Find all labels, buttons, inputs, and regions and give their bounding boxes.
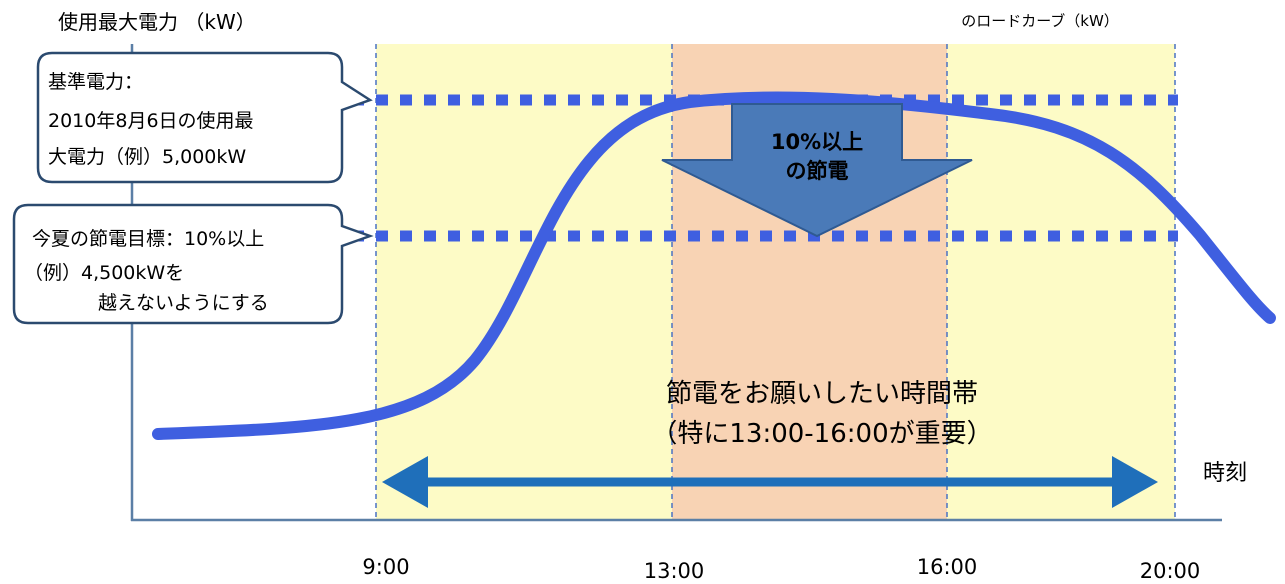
time-range-arrow xyxy=(382,456,1158,508)
target-callout-line-3: 越えないようにする xyxy=(98,292,269,314)
baseline-callout-line-2: 2010年8月6日の使用最 xyxy=(48,110,254,132)
band-borders xyxy=(375,44,1176,520)
time-tick-13: 13:00 xyxy=(644,559,705,583)
time-tick-9: 9:00 xyxy=(362,555,409,579)
saving-arrow-line-1: 10%以上 xyxy=(771,130,863,154)
time-tick-16: 16:00 xyxy=(917,555,978,579)
load-curve xyxy=(152,91,1276,440)
time-band-subtitle: （特に13:00-16:00が重要） xyxy=(651,419,992,449)
target-callout-line-1: 今夏の節電目標：10%以上 xyxy=(32,228,264,250)
target-callout-line-2: （例）4,500kWを xyxy=(24,262,184,284)
curve-label-bottom: のロードカーブ（kW） xyxy=(961,12,1119,30)
target-callout xyxy=(12,203,374,325)
baseline-callout-line-3: 大電力（例）5,000kW xyxy=(48,146,246,168)
time-tick-20: 20:00 xyxy=(1140,559,1201,583)
saving-arrow xyxy=(661,103,973,238)
x-axis-label: 時刻 xyxy=(1203,461,1247,486)
saving-arrow-line-2: の節電 xyxy=(786,159,849,183)
y-axis-label: 使用最大電力 （kW） xyxy=(58,10,256,34)
time-band-title: 節電をお願いしたい時間帯 xyxy=(666,379,978,409)
baseline-callout xyxy=(36,51,373,184)
time-range-arrow-left-head xyxy=(382,456,428,508)
time-range-arrow-right-head xyxy=(1112,456,1158,508)
baseline-callout-line-1: 基準電力： xyxy=(48,71,143,93)
